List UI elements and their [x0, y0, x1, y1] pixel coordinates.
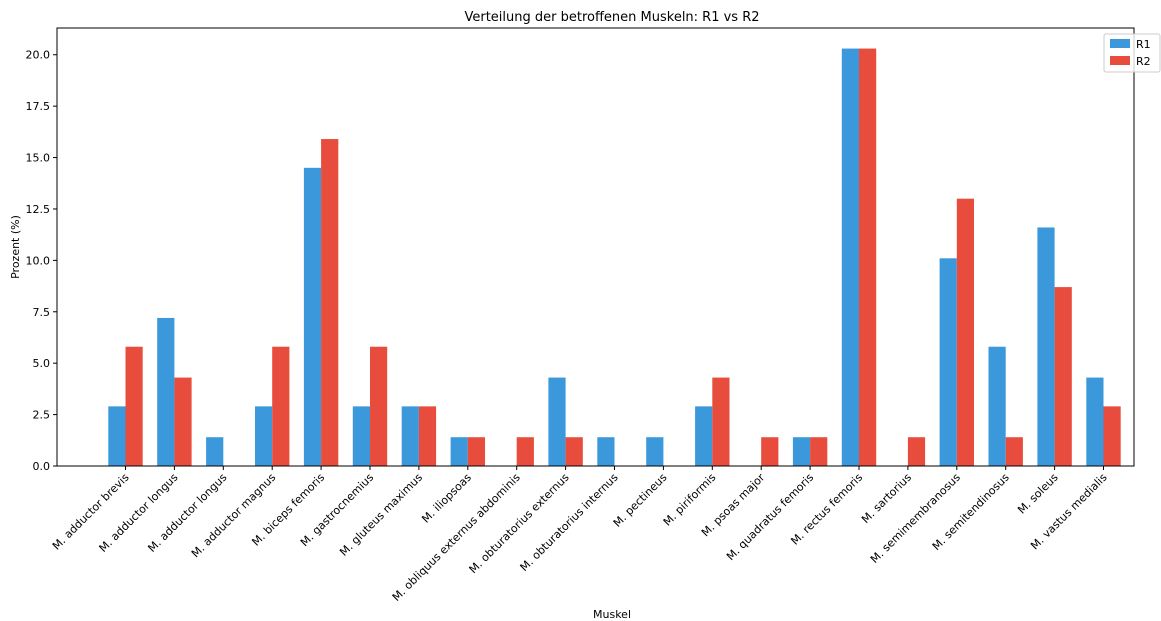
bar-r2-7 — [467, 437, 485, 466]
x-tick-label: M. obturatorius externus — [467, 471, 572, 576]
y-tick-label: 2.5 — [33, 409, 51, 422]
bar-r2-13 — [761, 437, 779, 466]
bar-r2-3 — [272, 346, 290, 466]
bar-r1-17 — [939, 258, 957, 466]
x-tick-label: M. gluteus maximus — [337, 471, 425, 559]
bar-r1-18 — [988, 346, 1006, 466]
bars-layer — [108, 48, 1121, 467]
y-tick-label: 0.0 — [33, 460, 51, 473]
x-tick-label: M. obturatorius internus — [518, 471, 621, 574]
bar-r2-15 — [859, 48, 877, 467]
bar-r1-10 — [597, 437, 615, 466]
y-axis-label: Prozent (%) — [9, 215, 22, 279]
bar-r1-5 — [352, 406, 370, 466]
bar-r2-6 — [418, 406, 437, 466]
bar-r1-6 — [401, 406, 419, 466]
legend-swatch-r1 — [1110, 39, 1130, 48]
y-tick-label: 10.0 — [26, 254, 51, 267]
chart-title: Verteilung der betroffenen Muskeln: R1 v… — [464, 10, 759, 25]
bar-r2-17 — [956, 198, 974, 466]
x-tick-label: M. adductor magnus — [189, 471, 279, 561]
bar-r1-15 — [841, 48, 859, 467]
bar-r2-4 — [321, 139, 339, 467]
y-tick-label: 5.0 — [33, 357, 51, 370]
y-tick-label: 20.0 — [26, 49, 51, 62]
bar-r1-14 — [792, 437, 811, 466]
y-tick-label: 17.5 — [26, 100, 51, 113]
y-axis-ticks: 0.0 2.5 5.0 7.5 10.0 12.5 15.0 17.5 20.0 — [26, 49, 57, 473]
bar-r2-5 — [370, 346, 388, 466]
x-axis-label: Muskel — [593, 608, 631, 621]
bar-r1-12 — [695, 406, 713, 466]
bar-r1-20 — [1086, 377, 1104, 466]
bar-r2-16 — [907, 437, 926, 466]
legend-label-r1: R1 — [1136, 38, 1151, 51]
bar-r2-19 — [1054, 287, 1072, 466]
bar-r1-2 — [206, 437, 224, 466]
x-tick-label: M. quadratus femoris — [724, 471, 816, 563]
legend-label-r2: R2 — [1136, 55, 1151, 68]
bar-r2-8 — [516, 437, 534, 466]
bar-r2-0 — [125, 346, 143, 466]
bar-r1-0 — [108, 406, 126, 466]
bar-r1-7 — [450, 437, 468, 466]
bar-r1-1 — [157, 317, 175, 466]
bar-r1-11 — [646, 437, 664, 466]
bar-r1-9 — [548, 377, 566, 466]
bar-r1-3 — [255, 406, 273, 466]
legend-swatch-r2 — [1110, 56, 1130, 65]
bar-r2-9 — [565, 437, 583, 466]
bar-r2-18 — [1005, 437, 1023, 466]
x-tick-label: M. soleus — [1015, 471, 1061, 517]
bar-r2-14 — [810, 437, 828, 466]
bar-r2-12 — [712, 377, 730, 466]
y-tick-label: 7.5 — [33, 306, 51, 319]
x-tick-label: M. semimembranosus — [868, 471, 963, 566]
bar-r1-19 — [1037, 227, 1055, 466]
bar-r2-20 — [1103, 406, 1121, 466]
y-tick-label: 15.0 — [26, 152, 51, 165]
bar-r2-1 — [174, 377, 192, 466]
plot-frame — [56, 27, 1135, 467]
y-tick-label: 12.5 — [26, 203, 51, 216]
bar-r1-4 — [303, 167, 322, 466]
